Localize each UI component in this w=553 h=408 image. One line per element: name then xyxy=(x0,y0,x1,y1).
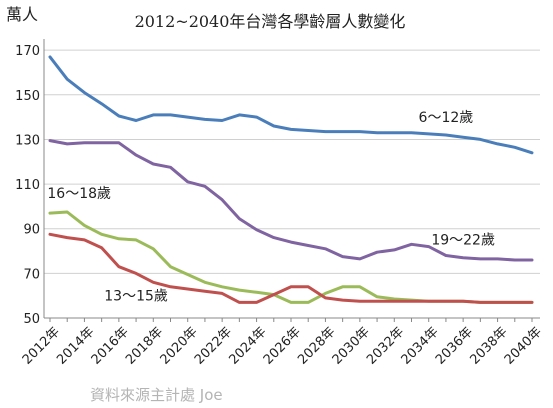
source-credit: 資料來源主計處 Joe xyxy=(90,386,223,404)
chart-title: 2012~2040年台灣各學齡層人數變化 xyxy=(135,12,406,31)
x-tick-label: 2012年 xyxy=(20,324,63,367)
y-tick-label: 50 xyxy=(23,312,40,327)
series-labels: 6～12歲 19～22歲 16～18歲 13～15歲 xyxy=(47,110,495,304)
y-tick-label: 90 xyxy=(23,223,40,238)
x-tick-label: 2032年 xyxy=(364,324,407,367)
x-tick-label: 2020年 xyxy=(158,324,201,367)
y-tick-label: 110 xyxy=(15,178,40,193)
series-label: 6～12歲 xyxy=(419,110,474,126)
series-label: 16～18歲 xyxy=(47,186,111,202)
series-label: 13～15歲 xyxy=(104,288,168,304)
x-tick-label: 2026年 xyxy=(261,324,304,367)
y-tick-labels: 50 70 90 110 130 150 170 xyxy=(15,44,40,327)
x-tick-label: 2018年 xyxy=(123,324,166,367)
series-label: 19～22歲 xyxy=(431,233,495,249)
y-axis-unit-label: 萬人 xyxy=(6,5,38,24)
y-tick-label: 130 xyxy=(15,133,40,148)
x-tick-label: 2016年 xyxy=(89,324,132,367)
gridlines xyxy=(44,49,540,319)
series-line xyxy=(48,55,534,155)
x-tick-labels: 2012年2014年2016年2018年2020年2022年2024年2026年… xyxy=(20,324,545,367)
x-tick-label: 2024年 xyxy=(226,324,269,367)
x-tick-label: 2036年 xyxy=(433,324,476,367)
x-tick-label: 2028年 xyxy=(295,324,338,367)
series-lines xyxy=(48,55,534,304)
x-tick-label: 2040年 xyxy=(502,324,545,367)
y-tick-label: 150 xyxy=(15,89,40,104)
series-line xyxy=(48,232,534,304)
y-tick-label: 170 xyxy=(15,44,40,59)
axes xyxy=(43,39,540,322)
x-tick-label: 2014年 xyxy=(54,324,97,367)
series-line xyxy=(48,139,534,262)
x-tick-label: 2034年 xyxy=(399,324,442,367)
x-tick-label: 2030年 xyxy=(330,324,373,367)
y-tick-label: 70 xyxy=(23,267,40,282)
x-tick-label: 2038年 xyxy=(467,324,510,367)
x-tick-label: 2022年 xyxy=(192,324,235,367)
